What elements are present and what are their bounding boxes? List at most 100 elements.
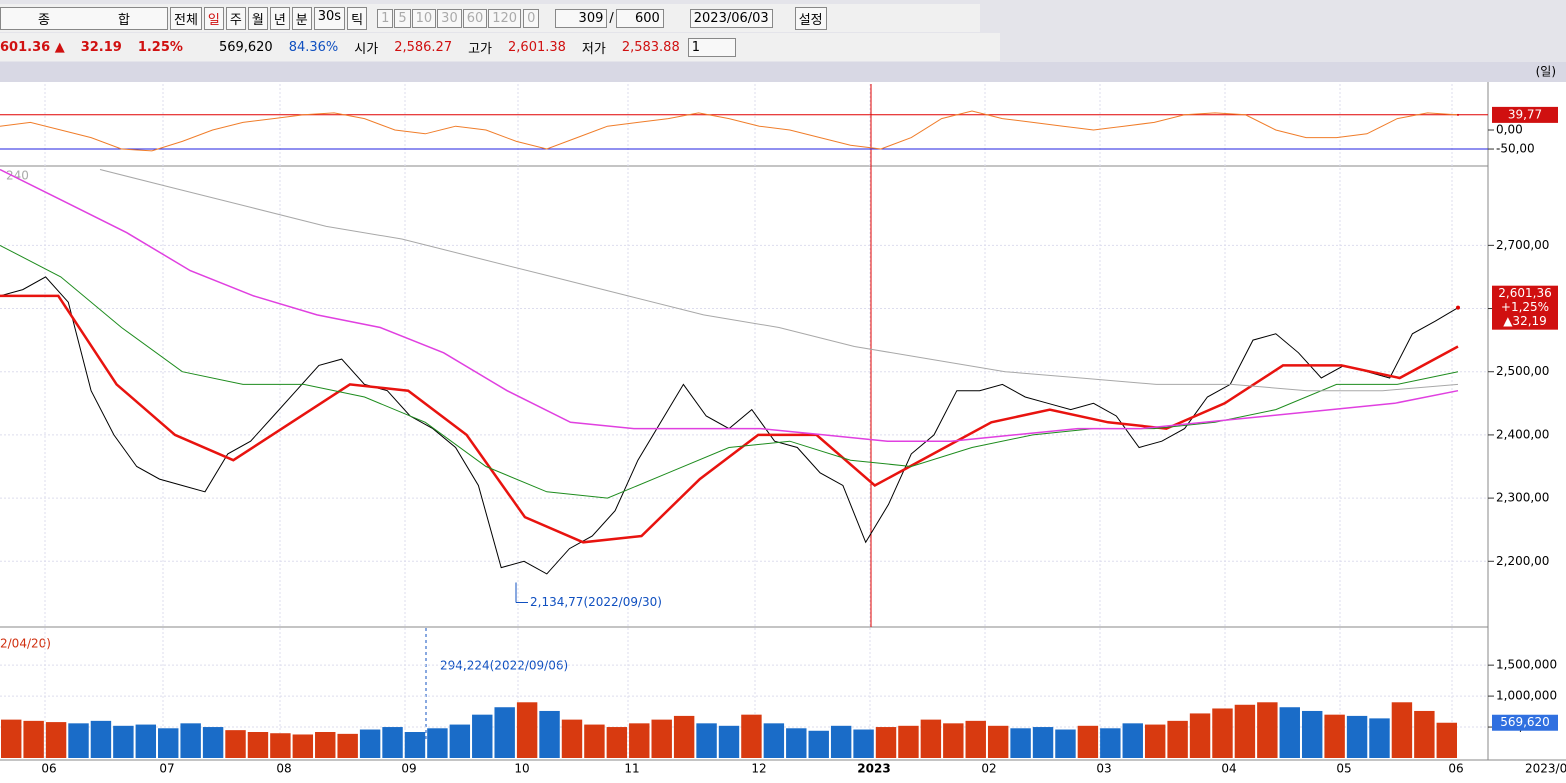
x-tick-label: 04 [1221,762,1236,776]
volume-bar [1391,702,1413,758]
x-tick-label: 2023 [857,762,890,776]
volume-bar [516,702,538,758]
volume-bar [337,733,358,758]
label: 고가 [468,41,493,57]
volume-bar [113,725,134,758]
ratio: 84.36% [288,39,339,55]
y-tick-label: 2,300,00 [1496,491,1549,505]
period[interactable]: 60 [462,8,488,28]
volume-bar [449,724,471,758]
button[interactable]: 월 [247,6,268,30]
volume-bar [180,723,201,758]
volume-bar [90,720,112,758]
button[interactable]: 30s [313,6,346,30]
volume-bar [202,727,224,758]
volume-bar [763,723,785,758]
y-tick-label: 1,000,000 [1496,689,1557,703]
rate: 1.25% [137,39,183,55]
value-badge [1492,106,1558,123]
period[interactable]: 30 [437,8,462,28]
y-tick-label: 2,700,00 [1496,238,1549,252]
button[interactable]: 일 [203,6,224,30]
volume: 569,620 [218,39,273,55]
volume-bar [1369,718,1390,758]
volume-bar [1144,724,1166,758]
volume-bar [741,714,762,758]
volume-bar [1257,702,1278,758]
count[interactable]: 309 [555,8,608,28]
unit: (일) [1536,65,1556,79]
name: 합 [118,12,130,28]
period[interactable]: 10 [411,8,437,28]
button[interactable]: 틱 [347,6,368,30]
volume-bar [898,725,919,758]
volume-bar [584,724,605,758]
volume-bar [943,723,964,758]
change: 32.19 [80,39,122,55]
total[interactable]: 600 [615,8,664,28]
volume-bar [561,719,583,758]
price-line [0,168,1459,442]
open: 2,586.27 [394,39,453,55]
price: 601.36 ▲ [0,39,65,55]
button[interactable]: 분 [291,6,312,30]
oscillator-line [0,110,1459,152]
x-tick-label: 05 [1336,762,1351,776]
volume-bar [1346,715,1368,758]
volume-bar [673,715,695,758]
volume-bar [965,720,986,758]
settings[interactable]: 설정 [794,6,827,30]
volume-bar [1436,722,1457,758]
badge-label: 569,620 [1500,715,1550,729]
count[interactable]: 1 [687,37,736,57]
buttons: 전체 일 주 월 년 분 30s 틱 [170,6,368,30]
volume-bar [247,732,269,758]
button[interactable]: 주 [225,6,246,30]
volume-bar [1122,723,1143,758]
price-line [0,294,1459,544]
high: 2,601.38 [508,39,566,55]
volume-bar [1324,714,1345,758]
zero[interactable]: 0 [523,8,540,28]
volume-bar [404,732,426,758]
value-badge [1492,285,1558,330]
volume-bar [853,729,874,758]
y-tick-label: 0,00 [1496,123,1523,137]
button[interactable]: 전체 [170,6,202,30]
volume-bar [696,723,717,758]
period[interactable]: 1 [377,8,394,28]
volume-bar [158,728,179,758]
y-tick-label: -50,00 [1496,142,1535,156]
period[interactable]: 5 [394,8,411,28]
volume-bar [920,719,942,758]
y-tick-label: 2,500,00 [1496,364,1549,378]
volume-bar [359,729,381,758]
volume-bar [1279,707,1300,758]
period[interactable]: 120 [488,8,522,28]
volume-bar [292,734,314,758]
date[interactable]: 2023/06/03 [689,8,773,28]
x-tick-label: 12 [751,762,766,776]
x-tick-label: 10 [514,762,529,776]
y-tick-label: 2,400,00 [1496,427,1549,441]
volume-bar [718,725,740,758]
periods: 1 5 10 30 60 120 [377,8,522,28]
volume-bar [786,728,807,758]
button[interactable]: 년 [269,6,290,30]
volume-bar [1010,728,1031,758]
volume-bar [472,714,493,758]
price-line [0,244,1459,499]
x-tick-label: 06 [1448,762,1463,776]
volume-bar [1032,727,1054,758]
x-tick-label: 11 [624,762,639,776]
label: 시가 [354,41,379,57]
volume-bar [830,725,852,758]
slash: / [609,10,614,26]
volume-bar [1100,728,1121,758]
volume-bar [1189,713,1211,758]
